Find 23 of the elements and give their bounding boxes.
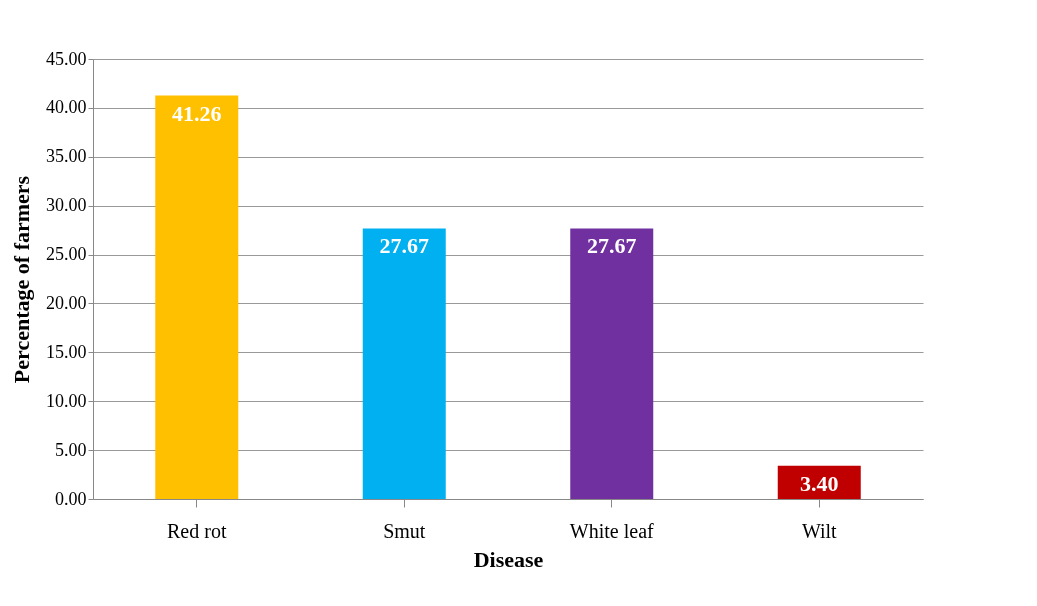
bar: [362, 228, 446, 499]
data-label: 3.40: [800, 470, 839, 496]
x-tick-label: Red rot: [167, 519, 227, 542]
y-tick-label: 45.00: [46, 48, 87, 69]
data-label: 27.67: [379, 233, 429, 259]
y-tick-label: 35.00: [46, 146, 87, 167]
x-tick-label: Smut: [383, 519, 426, 542]
y-tick-label: 30.00: [46, 195, 87, 216]
x-tick-label: Wilt: [801, 519, 838, 542]
x-tick-label: White leaf: [569, 519, 655, 542]
data-label: 27.67: [587, 233, 637, 259]
y-tick-label: 20.00: [46, 292, 87, 313]
y-tick-label: 10.00: [46, 390, 87, 411]
x-axis-title: Disease: [473, 546, 544, 572]
y-tick-label: 25.00: [46, 244, 87, 265]
y-tick-label: 15.00: [46, 341, 87, 362]
y-tick-label: 40.00: [46, 97, 87, 118]
y-tick-label: 0.00: [55, 488, 87, 509]
bar: [155, 95, 239, 499]
y-tick-label: 5.00: [55, 439, 87, 460]
y-axis-title: Percentage of farmers: [9, 175, 34, 384]
bar: [570, 228, 654, 499]
data-label: 41.26: [172, 100, 222, 126]
